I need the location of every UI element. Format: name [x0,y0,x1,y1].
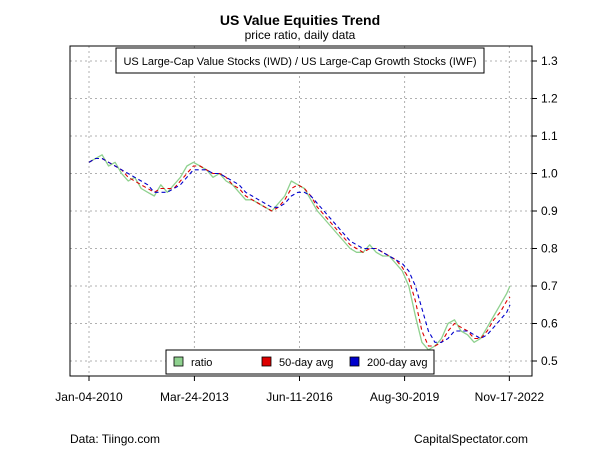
series-label-box: US Large-Cap Value Stocks (IWD) / US Lar… [115,47,485,74]
y-tick-label: 0.6 [541,317,558,331]
data-source-credit: Data: Tiingo.com [70,432,161,446]
y-tick-label: 1.3 [541,54,558,68]
series-line-200-day-avg [88,157,511,343]
y-tick-label: 1.1 [541,129,558,143]
series-label: US Large-Cap Value Stocks (IWD) / US Lar… [123,56,476,68]
x-tick-label: Jun-11-2016 [266,390,333,404]
legend-label-200-day-avg: 200-day avg [367,357,428,369]
chart-subtitle: price ratio, daily data [244,28,356,42]
series-line-50-day-avg [88,157,511,347]
y-tick-label: 0.7 [541,279,558,293]
legend-swatch-200-day-avg [349,356,360,367]
y-tick-label: 1.0 [541,167,558,181]
y-tick-label: 1.2 [541,92,558,106]
x-tick-label: Mar-24-2013 [160,390,229,404]
chart-title: US Value Equities Trend [219,12,381,28]
y-tick-label: 0.8 [541,242,558,256]
x-tick-label: Aug-30-2019 [370,390,440,404]
axes: Jan-04-2010 Mar-24-2013 Jun-11-2016 Aug-30-… [55,54,558,404]
x-tick-label: Jan-04-2010 [55,390,123,404]
legend-item-50-day-avg: 50-day avg [261,356,333,369]
legend-swatch-ratio [173,356,184,367]
y-tick-label: 0.5 [541,354,558,368]
grid [70,46,532,376]
x-tick-label: Nov-17-2022 [475,390,545,404]
legend-item-200-day-avg: 200-day avg [349,356,428,369]
legend: ratio 50-day avg 200-day avg [165,349,435,375]
legend-item-ratio: ratio [173,356,212,369]
legend-swatch-50-day-avg [261,356,272,367]
legend-label-50-day-avg: 50-day avg [279,357,333,369]
site-credit: CapitalSpectator.com [413,432,528,446]
legend-label-ratio: ratio [191,357,212,369]
y-tick-label: 0.9 [541,204,558,218]
series-layer [88,154,511,351]
